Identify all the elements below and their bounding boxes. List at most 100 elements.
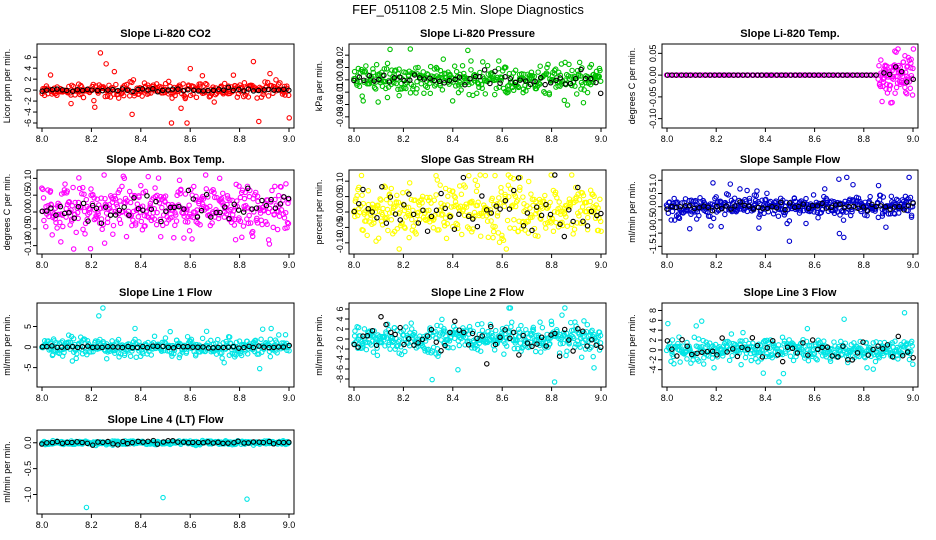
data-point bbox=[364, 339, 370, 345]
data-point bbox=[885, 211, 892, 217]
data-point bbox=[895, 356, 901, 362]
x-tick-label: 8.6 bbox=[184, 393, 197, 403]
data-point bbox=[705, 204, 712, 211]
data-point bbox=[283, 181, 289, 187]
data-point bbox=[80, 226, 86, 233]
data-point bbox=[171, 350, 177, 357]
data-point bbox=[864, 208, 871, 214]
data-point bbox=[532, 232, 539, 239]
data-point bbox=[171, 234, 177, 241]
data-point bbox=[129, 439, 136, 446]
data-point bbox=[748, 357, 754, 364]
data-point bbox=[901, 207, 907, 213]
data-point bbox=[101, 172, 107, 178]
data-point bbox=[74, 439, 80, 445]
data-point bbox=[70, 246, 77, 252]
panel-5: Slope Gas Stream RH 8.0 8.2 8.4 8.6 8.8 9.0 -0.… bbox=[314, 154, 607, 270]
data-point bbox=[202, 80, 209, 87]
data-point bbox=[236, 345, 242, 351]
data-point bbox=[505, 89, 511, 95]
scatter-points bbox=[39, 50, 292, 126]
data-point bbox=[580, 328, 586, 335]
data-point bbox=[438, 348, 444, 354]
x-tick-label: 8.6 bbox=[808, 393, 821, 403]
y-axis-label: Licor ppm per min. bbox=[2, 49, 12, 124]
data-point bbox=[703, 339, 709, 345]
data-point bbox=[378, 218, 385, 225]
data-point bbox=[669, 346, 675, 352]
data-point bbox=[870, 366, 877, 372]
data-point bbox=[525, 230, 532, 236]
data-point bbox=[138, 218, 145, 225]
data-point bbox=[737, 199, 743, 205]
data-point bbox=[436, 74, 442, 81]
data-point bbox=[259, 221, 265, 228]
data-point bbox=[522, 78, 529, 84]
data-point bbox=[469, 330, 476, 337]
data-point bbox=[827, 358, 834, 365]
data-point bbox=[199, 335, 206, 342]
data-point bbox=[280, 197, 286, 203]
data-point bbox=[384, 215, 390, 221]
data-point bbox=[746, 198, 753, 204]
data-point bbox=[185, 187, 192, 194]
data-point bbox=[375, 235, 382, 242]
y-tick-label: 0.02 bbox=[335, 46, 345, 64]
data-point bbox=[69, 88, 76, 94]
data-point bbox=[261, 344, 267, 350]
y-axis-label: ml/min per min. bbox=[2, 441, 12, 503]
data-point bbox=[403, 324, 409, 330]
data-point bbox=[696, 358, 702, 364]
data-point bbox=[593, 79, 599, 86]
data-point bbox=[531, 73, 538, 80]
data-point bbox=[710, 180, 716, 186]
data-point bbox=[591, 193, 597, 200]
data-point bbox=[503, 343, 510, 349]
data-point bbox=[727, 181, 734, 187]
data-point bbox=[198, 207, 205, 214]
data-point bbox=[378, 197, 384, 203]
data-point bbox=[69, 439, 75, 446]
data-point bbox=[130, 77, 137, 83]
data-point bbox=[411, 342, 417, 348]
data-point bbox=[564, 102, 571, 108]
data-point bbox=[557, 72, 564, 79]
data-point bbox=[463, 204, 470, 210]
data-point bbox=[136, 193, 142, 199]
data-point bbox=[208, 214, 214, 220]
data-point bbox=[908, 348, 914, 355]
scatter-points bbox=[663, 46, 917, 106]
data-point bbox=[566, 341, 572, 347]
data-point bbox=[865, 352, 871, 358]
data-point bbox=[424, 71, 430, 77]
data-point bbox=[231, 222, 238, 228]
data-point bbox=[378, 313, 384, 320]
x-tick-label: 8.6 bbox=[496, 134, 509, 144]
data-point bbox=[182, 191, 189, 197]
data-point bbox=[497, 206, 503, 212]
data-point bbox=[550, 228, 557, 235]
scatter-points bbox=[350, 172, 604, 252]
data-point bbox=[907, 194, 914, 201]
data-point bbox=[371, 220, 377, 226]
data-point bbox=[402, 348, 408, 355]
data-point bbox=[875, 182, 882, 189]
data-point bbox=[750, 206, 757, 212]
data-point bbox=[373, 61, 380, 68]
data-point bbox=[479, 193, 485, 199]
data-point bbox=[358, 172, 365, 179]
data-point bbox=[813, 355, 819, 362]
y-tick-label: -6 bbox=[335, 365, 345, 373]
data-point bbox=[495, 210, 501, 216]
data-point bbox=[181, 235, 187, 241]
data-point bbox=[441, 80, 448, 86]
data-point bbox=[158, 348, 165, 354]
data-point bbox=[535, 69, 541, 75]
data-point bbox=[112, 212, 119, 218]
y-tick-label: -1.0 bbox=[648, 225, 658, 241]
y-tick-label: 6 bbox=[335, 306, 345, 311]
data-point bbox=[203, 328, 210, 335]
data-point bbox=[552, 189, 559, 196]
data-point bbox=[855, 205, 861, 211]
x-tick-label: 8.8 bbox=[545, 393, 558, 403]
